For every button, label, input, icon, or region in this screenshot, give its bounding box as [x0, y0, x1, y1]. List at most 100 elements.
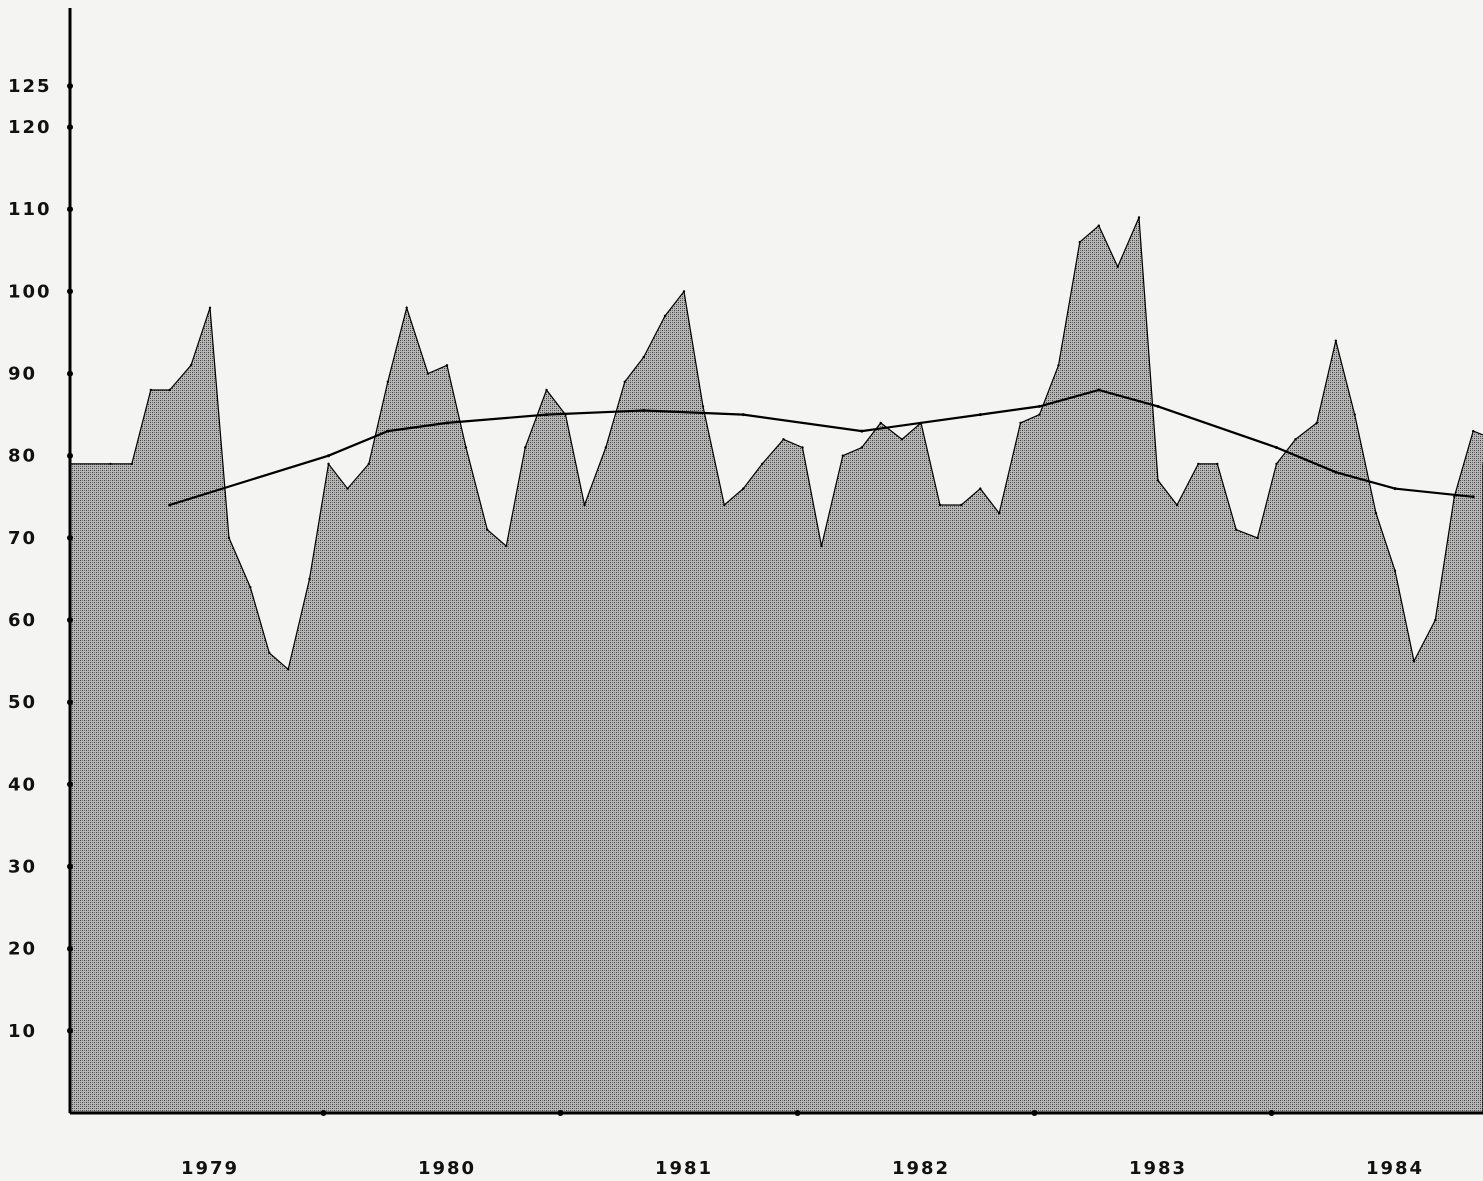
area-point: [287, 668, 290, 671]
area-point: [663, 314, 667, 318]
y-tick-mark: [67, 206, 73, 213]
area-series: [69, 216, 1483, 1114]
y-tick-mark: [67, 617, 73, 623]
area-point: [979, 487, 982, 490]
y-tick-mark: [67, 83, 73, 89]
x-tick-mark: [320, 1110, 327, 1116]
area-point: [1472, 429, 1475, 433]
y-tick-label: 50: [8, 692, 37, 713]
area-point: [1038, 413, 1041, 416]
trend-point: [1334, 470, 1338, 474]
area-point: [445, 364, 449, 367]
area-point: [1137, 216, 1141, 219]
y-tick-mark: [67, 534, 73, 541]
area-point: [801, 446, 804, 449]
area-point: [149, 388, 152, 392]
x-tick-label: 1982: [892, 1158, 950, 1179]
y-tick-mark: [67, 699, 73, 706]
trend-point: [1471, 495, 1475, 499]
trend-point: [386, 429, 390, 433]
area-point: [960, 503, 963, 507]
x-tick-mark: [1031, 1110, 1038, 1116]
area-point: [545, 388, 548, 392]
area-point: [1116, 265, 1119, 268]
area-point: [1256, 536, 1259, 540]
y-tick-mark: [67, 452, 73, 459]
x-tick-label: 1979: [181, 1158, 239, 1179]
y-tick-label: 10: [8, 1021, 37, 1042]
x-tick-label: 1983: [1129, 1158, 1187, 1179]
area-point: [860, 446, 863, 449]
area-point: [1353, 413, 1356, 416]
x-tick-mark: [557, 1110, 564, 1116]
area-point: [682, 290, 686, 293]
y-tick-label: 90: [8, 364, 37, 385]
y-tick-mark: [67, 1027, 73, 1034]
trend-line: [169, 388, 1474, 507]
area-point: [524, 446, 527, 449]
trend-point: [545, 413, 548, 417]
area-point: [1393, 569, 1397, 572]
area-point: [879, 421, 882, 425]
area-point: [1294, 438, 1297, 441]
area-point: [346, 487, 349, 490]
area-point: [820, 544, 823, 548]
axes: [68, 8, 1483, 1115]
y-tick-label: 125: [8, 76, 52, 97]
area-point: [900, 438, 904, 441]
area-point: [1315, 421, 1319, 425]
area-point: [1019, 421, 1022, 425]
area-point: [782, 438, 785, 441]
y-tick-label: 120: [8, 117, 52, 138]
area-point: [742, 487, 745, 490]
area-point: [701, 405, 705, 408]
area-point: [464, 446, 468, 449]
area-point: [168, 388, 171, 392]
trend-point: [1038, 404, 1041, 408]
area-point: [189, 364, 193, 367]
area-point: [841, 454, 844, 457]
area-point: [1275, 462, 1278, 466]
x-tick-mark: [794, 1110, 801, 1116]
y-tick-label: 20: [8, 939, 37, 960]
y-tick-label: 70: [8, 528, 37, 549]
area-point: [1175, 503, 1179, 507]
area-point: [1216, 462, 1219, 466]
y-tick-mark: [67, 863, 73, 870]
area-point: [249, 586, 252, 589]
y-axis-ticks: 10 20 30 40 50 60 70 80 90 100 110 120 125: [8, 76, 73, 1042]
y-tick-label: 60: [8, 610, 37, 631]
area-point: [1197, 462, 1200, 466]
area-point: [1235, 528, 1238, 531]
trend-point: [327, 454, 330, 458]
area-point: [723, 503, 726, 507]
trend-point: [1097, 388, 1101, 392]
trend-point: [741, 413, 745, 417]
trend-line-series: [168, 388, 1475, 507]
y-tick-mark: [67, 124, 73, 131]
area-point: [130, 462, 133, 466]
y-tick-label: 80: [8, 446, 37, 467]
y-tick-mark: [67, 370, 73, 377]
area-point: [1434, 618, 1437, 622]
y-tick-label: 30: [8, 857, 37, 878]
y-tick-label: 100: [8, 281, 52, 302]
trend-point: [445, 421, 449, 425]
area-point: [227, 536, 231, 540]
x-tick-label: 1984: [1366, 1158, 1424, 1179]
area-point: [1453, 495, 1456, 498]
area-point: [327, 462, 330, 466]
area-point: [1078, 240, 1082, 244]
area-point: [426, 372, 430, 375]
trend-point: [978, 413, 982, 417]
area-point: [938, 503, 942, 507]
area-point: [1156, 479, 1160, 482]
area-point: [268, 651, 271, 655]
area-point: [208, 306, 212, 309]
area-point: [998, 512, 1001, 515]
area-point: [1374, 512, 1378, 515]
area-point: [1057, 364, 1060, 367]
area-point: [405, 306, 408, 309]
x-tick-label: 1981: [655, 1158, 713, 1179]
